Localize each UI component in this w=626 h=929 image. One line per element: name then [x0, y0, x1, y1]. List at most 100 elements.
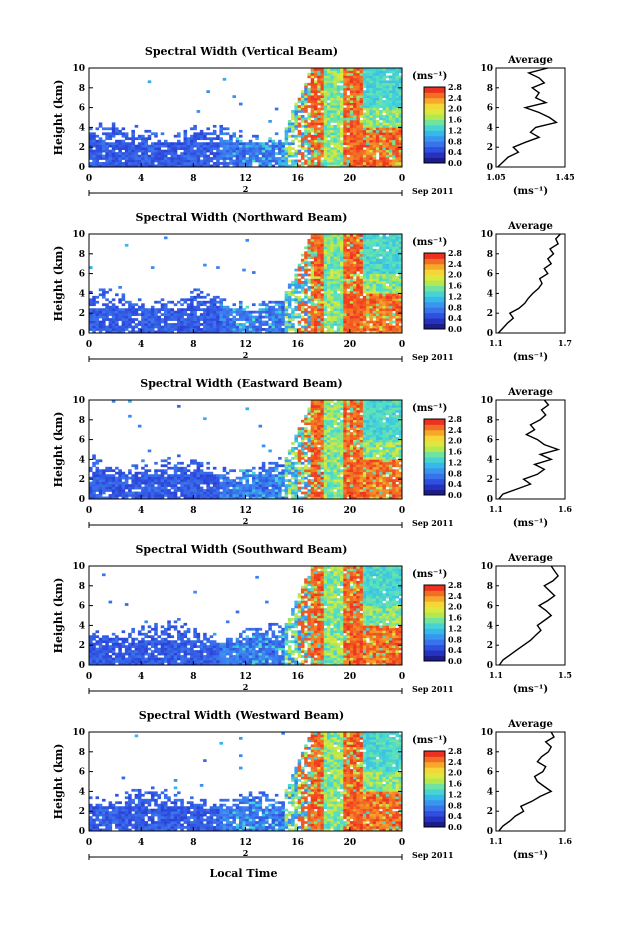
heatmap-cell	[320, 276, 325, 279]
heatmap-cell	[353, 323, 357, 326]
heatmap-cell	[271, 318, 276, 321]
heatmap-cell	[170, 494, 175, 497]
heatmap-cell	[300, 456, 305, 460]
heatmap-cell	[297, 122, 302, 126]
heatmap-cell	[300, 162, 305, 165]
heatmap-cell	[304, 90, 308, 94]
heatmap-cell	[284, 496, 289, 500]
heatmap-cell	[268, 461, 272, 465]
heatmap-cell	[121, 127, 126, 131]
heatmap-cell	[320, 241, 325, 245]
panel-title: Spectral Width (Northward Beam)	[136, 211, 348, 224]
heatmap-cell	[111, 303, 116, 307]
heatmap-cell	[336, 80, 341, 84]
heatmap-cell	[222, 157, 227, 160]
heatmap-cell	[294, 115, 298, 118]
heatmap-cell	[235, 139, 240, 143]
heatmap-cell	[336, 256, 341, 260]
heatmap-cell	[369, 142, 373, 146]
heatmap-cell	[392, 142, 396, 146]
heatmap-cell	[372, 234, 377, 237]
heatmap-cell	[271, 159, 276, 163]
heatmap-cell	[131, 157, 135, 160]
heatmap-cell	[392, 315, 396, 319]
heatmap-cell	[163, 328, 168, 331]
heatmap-cell	[379, 157, 383, 160]
heatmap-cell	[238, 162, 243, 165]
heatmap-cell	[261, 157, 266, 160]
heatmap-cell	[398, 119, 403, 123]
heatmap-cell	[395, 293, 400, 297]
heatmap-cell	[190, 476, 194, 480]
heatmap-cell	[395, 236, 400, 240]
heatmap-cell	[219, 320, 223, 324]
heatmap-cell	[317, 281, 321, 284]
heatmap-cell	[297, 124, 302, 128]
heatmap-cell	[193, 310, 197, 314]
heatmap-cell	[261, 481, 266, 485]
heatmap-cell	[274, 315, 279, 319]
heatmap-cell	[206, 476, 210, 480]
heatmap-cell	[392, 256, 396, 260]
heatmap-cell	[248, 491, 253, 495]
heatmap-cell	[343, 263, 347, 267]
heatmap-cell	[141, 491, 145, 495]
heatmap-cell	[382, 305, 386, 309]
heatmap-cell	[395, 82, 400, 86]
heatmap-cell	[382, 100, 386, 103]
heatmap-cell	[379, 268, 383, 272]
heatmap-cell	[261, 484, 266, 487]
heatmap-cell	[327, 285, 331, 289]
heatmap-cell	[235, 157, 240, 160]
heatmap-cell	[320, 248, 325, 252]
heatmap-cell	[180, 476, 184, 480]
heatmap-cell	[362, 105, 367, 108]
heatmap-cell	[356, 330, 360, 334]
heatmap-cell	[102, 484, 106, 487]
heatmap-cell	[173, 162, 178, 165]
heatmap-cell	[392, 328, 396, 331]
heatmap-cell	[284, 330, 289, 334]
heatmap-cell	[330, 313, 334, 316]
heatmap-cell	[147, 129, 152, 133]
heatmap-cell	[232, 489, 237, 492]
heatmap-cell	[353, 285, 357, 289]
heatmap-cell	[134, 494, 139, 497]
heatmap-cell	[379, 236, 383, 240]
heatmap-cell	[281, 152, 285, 155]
heatmap-cell	[186, 154, 191, 158]
heatmap-cell	[203, 159, 207, 163]
heatmap-cell	[343, 281, 347, 284]
heatmap-cell	[252, 159, 256, 163]
heatmap-cell	[340, 308, 344, 312]
heatmap-cell	[317, 164, 321, 168]
heatmap-cell	[379, 134, 383, 138]
heatmap-cell	[398, 266, 403, 269]
heatmap-cell	[134, 484, 139, 487]
heatmap-cell	[124, 320, 129, 324]
heatmap-cell	[167, 330, 171, 334]
heatmap-cell	[105, 144, 109, 148]
heatmap-cell	[238, 310, 243, 314]
heatmap-cell	[147, 137, 152, 141]
heatmap-cell	[190, 471, 194, 475]
heatmap-cell	[115, 139, 119, 143]
heatmap-cell	[382, 251, 386, 255]
heatmap-cell	[118, 132, 122, 136]
heatmap-cell	[121, 489, 126, 492]
heatmap-cell	[219, 162, 223, 165]
heatmap-cell	[310, 139, 315, 143]
heatmap-cell	[212, 476, 217, 480]
heatmap-cell	[320, 320, 325, 324]
heatmap-cell	[300, 310, 305, 314]
heatmap-cell	[281, 142, 285, 146]
heatmap-cell	[222, 330, 227, 334]
heatmap-cell	[307, 142, 312, 146]
heatmap-cell	[304, 258, 308, 262]
heatmap-cell	[343, 266, 347, 269]
heatmap-cell	[375, 263, 380, 267]
heatmap-cell	[268, 152, 272, 155]
heatmap-cell	[248, 323, 253, 326]
heatmap-cell	[242, 491, 246, 495]
heatmap-cell	[362, 288, 367, 292]
